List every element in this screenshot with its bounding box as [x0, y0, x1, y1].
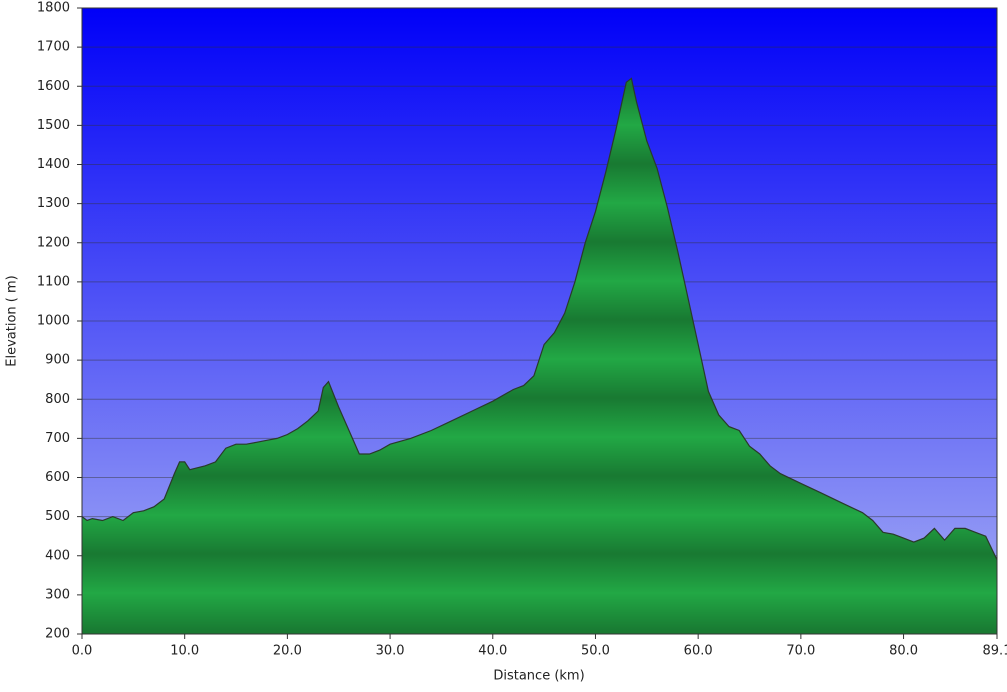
y-tick-label: 900: [45, 353, 70, 368]
area-shading: [82, 78, 997, 634]
x-tick-label: 10.0: [170, 644, 199, 659]
y-tick-label: 200: [45, 627, 70, 642]
y-tick-label: 1800: [37, 1, 70, 16]
y-tick-label: 1000: [37, 314, 70, 329]
x-tick-label: 30.0: [376, 644, 405, 659]
x-tick-label: 20.0: [273, 644, 302, 659]
x-tick-label: 40.0: [478, 644, 507, 659]
x-tick-label: 70.0: [786, 644, 815, 659]
x-tick-label: 80.0: [889, 644, 918, 659]
elevation-line: [81, 77, 998, 560]
y-tick-label: 1700: [37, 40, 70, 55]
x-tick-label: 50.0: [581, 644, 610, 659]
y-tick-label: 500: [45, 509, 70, 524]
y-tick-label: 600: [45, 470, 70, 485]
y-axis-label: Elevation ( m): [5, 275, 20, 366]
y-tick-label: 1600: [37, 79, 70, 94]
y-tick-label: 800: [45, 392, 70, 407]
y-tick-label: 1100: [37, 274, 70, 289]
y-tick-label: 1500: [37, 118, 70, 133]
x-tick-label: 89.1: [983, 644, 1007, 659]
y-tick-label: 1400: [37, 157, 70, 172]
x-tick-label: 60.0: [684, 644, 713, 659]
x-tick-label: 0.0: [72, 644, 93, 659]
y-tick-label: 300: [45, 587, 70, 602]
y-tick-label: 700: [45, 431, 70, 446]
y-tick-label: 1300: [37, 196, 70, 211]
x-axis-label: Distance (km): [493, 669, 584, 684]
y-tick-label: 400: [45, 548, 70, 563]
y-tick-label: 1200: [37, 235, 70, 250]
